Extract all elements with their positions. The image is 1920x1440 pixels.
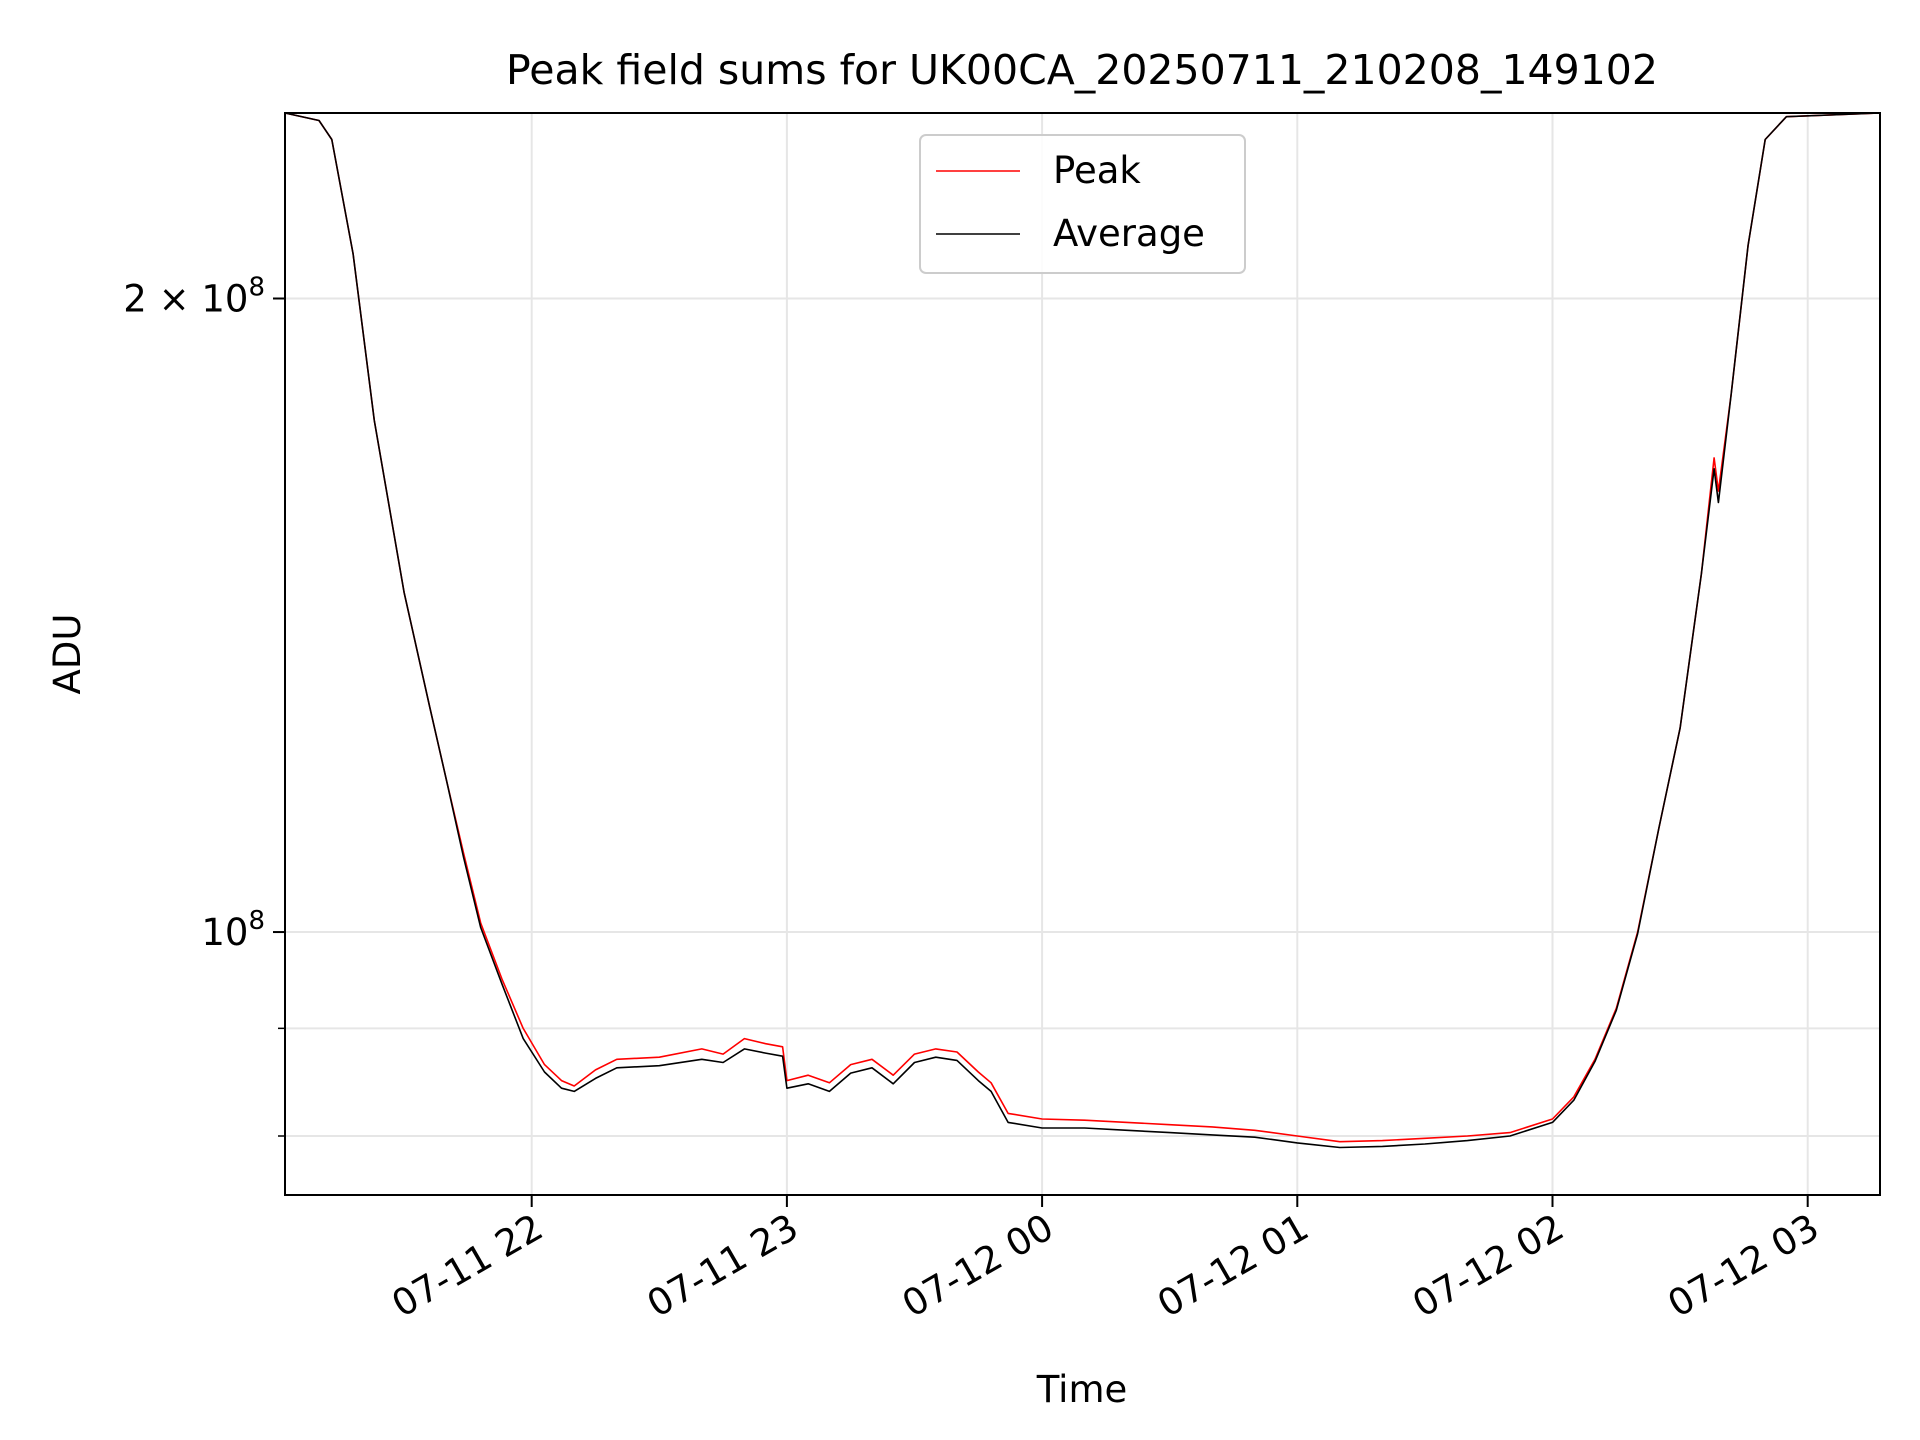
y-tick-label: 108: [201, 906, 265, 954]
legend: Peak Average: [919, 134, 1246, 274]
plot-frame: [284, 112, 1881, 1196]
chart-title: Peak field sums for UK00CA_20250711_2102…: [506, 46, 1658, 94]
y-tick-base: 10: [201, 911, 248, 954]
legend-label-peak: Peak: [1053, 149, 1141, 192]
legend-box: [919, 134, 1246, 274]
legend-label-average: Average: [1053, 212, 1205, 255]
x-axis-label: Time: [1036, 1368, 1128, 1411]
series-line-average: [284, 112, 1881, 1149]
series-group: [284, 112, 1881, 1149]
grid: [285, 113, 1880, 1195]
y-axis-label: ADU: [46, 614, 89, 695]
y-tick-exponent: 8: [248, 272, 265, 302]
y-tick-exponent: 8: [248, 906, 265, 936]
y-tick-label: 2 × 108: [123, 272, 265, 320]
y-tick-base: 2 × 10: [123, 277, 248, 320]
